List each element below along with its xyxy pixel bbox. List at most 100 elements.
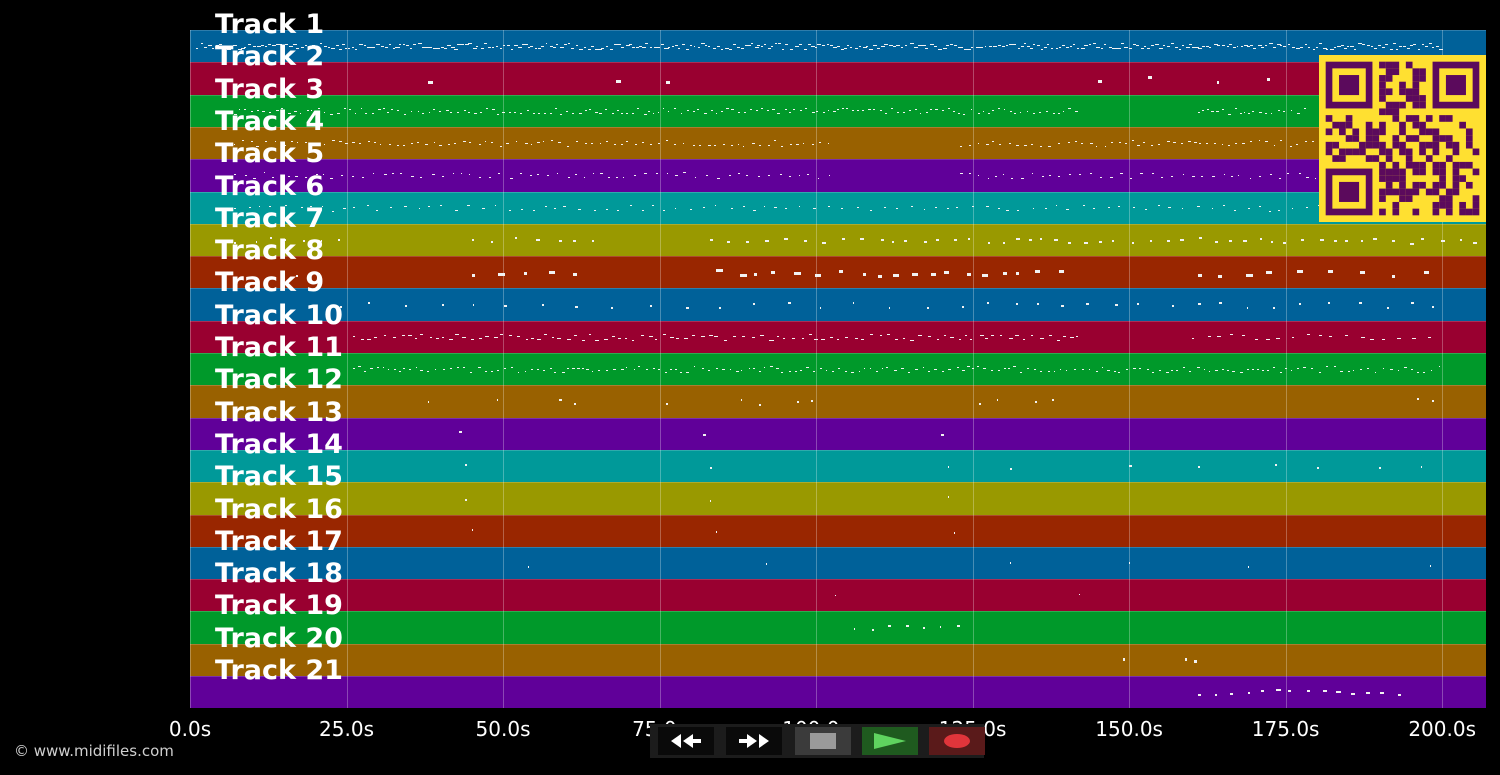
midi-note [1198, 48, 1203, 50]
midi-note [577, 368, 580, 370]
midi-note [715, 368, 718, 370]
midi-note [1259, 206, 1261, 208]
midi-note [1354, 48, 1357, 50]
midi-note [1158, 144, 1160, 146]
record-button[interactable] [929, 727, 985, 755]
midi-note [455, 334, 459, 336]
midi-note [1218, 274, 1222, 278]
play-button[interactable] [862, 727, 918, 755]
midi-note [1305, 141, 1308, 143]
midi-note [487, 47, 491, 49]
midi-note [445, 110, 449, 112]
midi-note [1024, 144, 1027, 146]
midi-note [1136, 45, 1140, 47]
midi-note [993, 45, 997, 47]
midi-note [1176, 369, 1179, 371]
midi-note [504, 305, 507, 308]
midi-note [1059, 47, 1062, 49]
midi-note [649, 47, 653, 49]
midi-note [432, 109, 436, 111]
midi-note [618, 337, 622, 339]
midi-note [869, 368, 872, 370]
midi-note [1147, 76, 1152, 80]
midi-note [1420, 465, 1423, 468]
midi-note [253, 177, 256, 179]
midi-note [1297, 113, 1300, 115]
midi-note [715, 113, 718, 115]
midi-note [960, 145, 963, 147]
midi-note [1430, 369, 1433, 371]
midi-note [789, 370, 792, 372]
midi-note [420, 176, 423, 178]
midi-note [1264, 44, 1268, 46]
midi-note [1004, 109, 1006, 111]
track-label: Track 14 [215, 428, 343, 460]
midi-note [1435, 46, 1439, 48]
midi-note [1438, 366, 1440, 368]
midi-note [1137, 145, 1140, 147]
midi-note [964, 48, 969, 50]
midi-note [1088, 368, 1091, 370]
midi-note [1015, 334, 1019, 336]
rewind-icon [671, 734, 701, 748]
midi-note [529, 175, 533, 177]
midi-note [1278, 177, 1281, 179]
midi-note [986, 143, 989, 145]
midi-note [457, 44, 461, 46]
midi-note [708, 335, 713, 337]
midi-note [893, 273, 899, 277]
midi-note [290, 141, 293, 143]
midi-note [223, 48, 226, 50]
midi-note [1015, 237, 1020, 240]
midi-note [366, 46, 371, 48]
midi-note [1319, 43, 1323, 45]
midi-note [825, 370, 828, 372]
midi-note [1076, 336, 1079, 338]
midi-note [509, 210, 512, 212]
midi-note [872, 109, 875, 111]
midi-note [1012, 366, 1016, 368]
rewind-button[interactable] [658, 727, 714, 755]
midi-note [584, 109, 587, 111]
midi-note [964, 334, 968, 336]
midi-note [1377, 45, 1382, 47]
midi-note [289, 45, 293, 47]
record-icon [944, 734, 970, 748]
stop-button[interactable] [795, 727, 851, 755]
midi-note [392, 47, 396, 49]
midi-note [371, 112, 374, 114]
midi-note [479, 337, 482, 339]
midi-note [644, 172, 647, 174]
midi-note [1214, 693, 1218, 696]
midi-note [1359, 368, 1362, 370]
midi-note [884, 207, 886, 209]
midi-note [694, 366, 696, 368]
midi-note [960, 172, 963, 174]
midi-note [537, 141, 540, 143]
midi-note [371, 46, 375, 48]
midi-note [1032, 112, 1035, 114]
midi-note [429, 46, 433, 48]
midi-note [389, 144, 392, 146]
midi-note [995, 176, 998, 178]
midi-note [1006, 209, 1010, 211]
midi-note [1166, 371, 1169, 373]
midi-note [967, 272, 971, 276]
midi-note [348, 108, 351, 110]
midi-note [372, 173, 375, 175]
midi-note [1207, 336, 1211, 338]
midi-note [810, 399, 813, 402]
midi-note [196, 48, 199, 50]
midi-note [1143, 141, 1146, 143]
midi-note [939, 625, 942, 628]
midi-note [878, 275, 882, 279]
midi-note [689, 208, 693, 210]
track-lane [190, 159, 1486, 193]
midi-note [354, 113, 357, 115]
fast-forward-button[interactable] [726, 727, 782, 755]
midi-note [894, 369, 897, 371]
midi-note [1192, 175, 1195, 177]
midi-note [574, 174, 577, 176]
midi-note [948, 107, 951, 109]
midi-note [862, 46, 867, 48]
